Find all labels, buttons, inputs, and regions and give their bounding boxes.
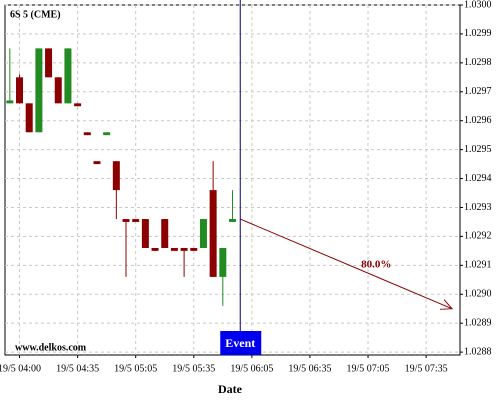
x-tick-label: 19/5 07:05 [347,363,390,374]
event-label: Event [225,336,255,350]
y-tick-label: 1.0288 [464,346,492,357]
plot-frame [4,4,461,356]
candle-body [170,247,178,251]
x-tick-label: 19/5 04:35 [56,363,99,374]
candle-body [74,103,82,107]
candle-body [161,219,169,248]
x-tick-label: 19/5 04:00 [0,363,41,374]
candle-body [35,48,43,133]
x-tick-label: 19/5 05:05 [114,363,157,374]
y-tick-label: 1.0289 [464,317,492,328]
candle-body [219,247,227,277]
y-tick-label: 1.0290 [464,289,492,300]
forecast-arrow [240,218,453,310]
y-tick-label: 1.0295 [464,144,492,155]
x-axis-title: Date [218,382,243,396]
chart-title: 6S 5 (CME) [10,9,61,20]
y-tick-label: 1.0293 [464,202,492,213]
candle-body [16,77,24,104]
x-tick-label: 19/5 05:35 [172,363,215,374]
forecast-label: 80.0% [361,258,391,270]
candle-body [112,161,120,191]
candle-body [54,77,62,104]
candle-body [93,161,101,165]
x-tick-label: 19/5 06:35 [288,363,331,374]
candle-body [45,48,53,78]
candle-body [180,247,188,251]
candle-body [190,247,198,251]
candle-body [229,219,236,222]
candle-body [83,132,91,136]
y-tick-label: 1.0294 [464,173,492,184]
candle-body [132,219,140,222]
candle-body [64,48,72,104]
candle-body [209,190,217,277]
x-tick-label: 19/5 06:05 [230,363,273,374]
candle-body [103,132,111,136]
event-box [220,331,262,355]
x-tick-label: 19/5 07:35 [405,363,448,374]
y-tick-label: 1.0292 [464,231,492,242]
y-tick-label: 1.0299 [464,28,492,39]
y-tick-label: 1.0300 [464,0,492,10]
candle-body [6,100,14,104]
candle-body [199,219,207,248]
source-label: www.delkos.com [15,342,87,353]
y-tick-label: 1.0297 [464,86,492,97]
candle-body [151,247,159,251]
candle-body [25,103,33,133]
y-tick-label: 1.0298 [464,57,492,68]
y-tick-label: 1.0291 [464,260,492,271]
candle-body [141,219,149,248]
forecast-arrowhead [439,299,454,310]
y-tick-label: 1.0296 [464,115,492,126]
candle-body [122,219,130,222]
